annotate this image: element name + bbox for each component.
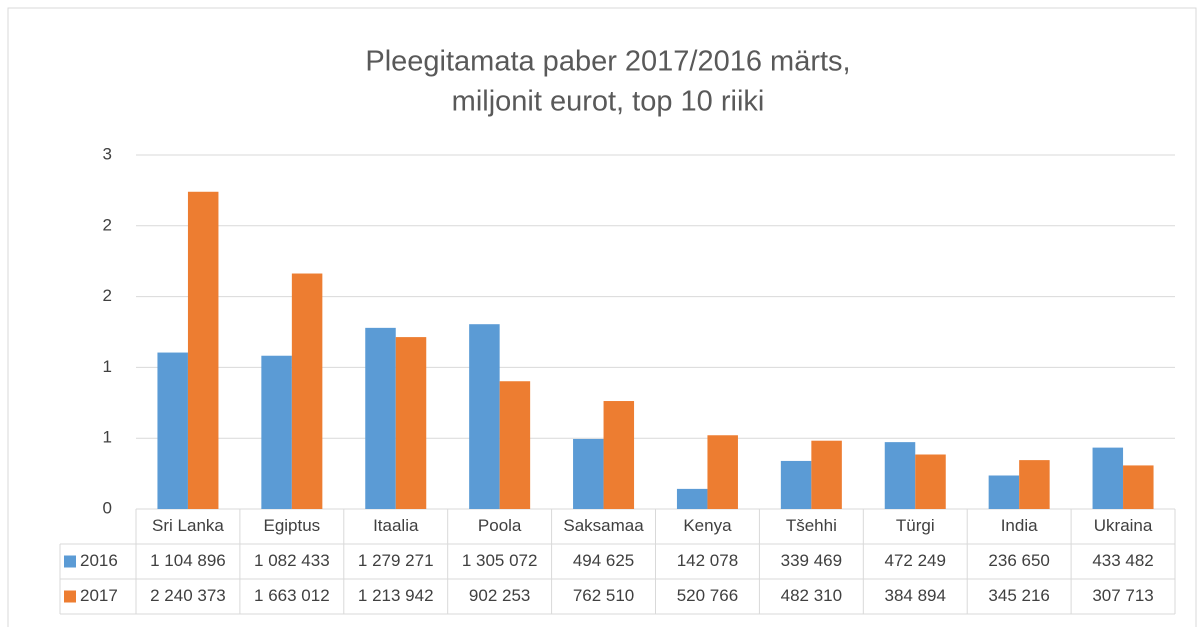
bar: [157, 352, 188, 509]
table-value: 472 249: [885, 551, 946, 570]
x-tick-label: Poola: [478, 516, 522, 535]
bar: [365, 327, 396, 509]
table-value: 384 894: [885, 586, 946, 605]
bar: [499, 381, 531, 509]
table-value: 494 625: [573, 551, 634, 570]
bar: [573, 438, 604, 509]
bar: [291, 273, 323, 509]
y-tick-label: 0: [103, 498, 112, 517]
table-value: 2 240 373: [150, 586, 226, 605]
table-value: 307 713: [1092, 586, 1153, 605]
table-value: 142 078: [677, 551, 738, 570]
table-value: 1 082 433: [254, 551, 330, 570]
x-tick-label: Kenya: [683, 516, 732, 535]
bar: [707, 435, 738, 509]
table-value: 1 663 012: [254, 586, 330, 605]
table-value: 345 216: [988, 586, 1049, 605]
chart-title: miljonit eurot, top 10 riiki: [452, 86, 765, 118]
table-value: 339 469: [781, 551, 842, 570]
bar: [1123, 465, 1154, 509]
table-value: 520 766: [677, 586, 738, 605]
table-value: 482 310: [781, 586, 842, 605]
x-tick-label: India: [1001, 516, 1038, 535]
bar: [676, 488, 708, 509]
x-tick-label: Tšehhi: [786, 516, 837, 535]
y-tick-label: 3: [103, 144, 112, 163]
table-value: 762 510: [573, 586, 634, 605]
bar: [988, 475, 1020, 509]
bar: [395, 337, 427, 509]
bar: [1092, 447, 1124, 509]
x-tick-label: Itaalia: [373, 516, 419, 535]
x-tick-label: Türgi: [896, 516, 935, 535]
table-value: 236 650: [988, 551, 1049, 570]
bar: [603, 401, 635, 509]
table-value: 1 104 896: [150, 551, 226, 570]
legend-key: [64, 555, 76, 568]
bar: [469, 324, 500, 509]
chart-title: Pleegitamata paber 2017/2016 märts,: [365, 46, 850, 78]
table-value: 902 253: [469, 586, 530, 605]
legend-key: [64, 590, 76, 603]
bar: [780, 460, 812, 509]
y-tick-label: 2: [103, 215, 112, 234]
y-tick-label: 1: [103, 357, 112, 376]
x-tick-label: Sri Lanka: [152, 516, 224, 535]
chart-border: [7, 7, 1197, 627]
bar: [811, 440, 842, 509]
table-value: 433 482: [1092, 551, 1153, 570]
table-value: 1 305 072: [462, 551, 538, 570]
legend-label: 2016: [80, 551, 118, 570]
y-tick-label: 2: [103, 286, 112, 305]
x-tick-label: Egiptus: [263, 516, 320, 535]
table-value: 1 279 271: [358, 551, 434, 570]
bar: [915, 454, 946, 509]
x-tick-label: Ukraina: [1094, 516, 1153, 535]
y-tick-label: 1: [103, 428, 112, 447]
table-value: 1 213 942: [358, 586, 434, 605]
x-tick-label: Saksamaa: [563, 516, 644, 535]
bar: [187, 191, 219, 509]
bar: [1019, 460, 1050, 509]
bar: [261, 355, 292, 509]
bar: [884, 442, 916, 509]
legend-label: 2017: [80, 586, 118, 605]
